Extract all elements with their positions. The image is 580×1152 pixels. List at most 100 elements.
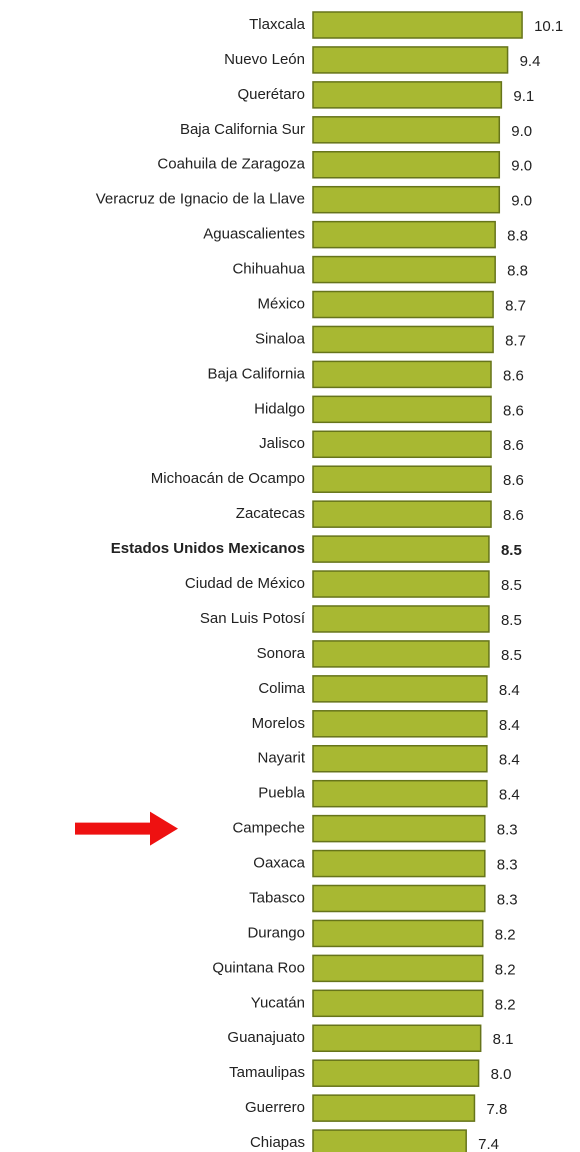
bar <box>312 1024 482 1053</box>
value-label: 9.0 <box>511 158 532 175</box>
category-label: Yucatán <box>251 994 305 1011</box>
category-label: Tabasco <box>249 889 305 906</box>
value-label: 10.1 <box>534 18 563 35</box>
bar <box>312 255 496 284</box>
value-label: 8.4 <box>499 752 520 769</box>
bar <box>312 919 484 948</box>
bar <box>312 1094 476 1122</box>
value-label: 8.7 <box>505 297 526 314</box>
value-label: 8.0 <box>491 1066 512 1083</box>
value-label: 9.0 <box>511 193 532 210</box>
value-label: 8.4 <box>499 682 520 699</box>
category-label: Hidalgo <box>254 400 305 417</box>
value-label: 9.0 <box>511 123 532 140</box>
category-label: Guerrero <box>245 1099 305 1116</box>
bar <box>312 849 486 878</box>
bar <box>312 1129 467 1152</box>
value-label: 9.4 <box>520 53 541 70</box>
category-label: Colima <box>258 680 305 697</box>
value-label: 7.4 <box>478 1136 499 1152</box>
value-label: 8.5 <box>501 647 522 664</box>
bar <box>312 954 484 983</box>
category-label: Zacatecas <box>236 505 305 522</box>
category-label: Puebla <box>258 785 305 802</box>
value-label: 8.2 <box>495 926 516 943</box>
bar <box>312 640 490 668</box>
category-label: Nuevo León <box>224 51 305 68</box>
category-label: Jalisco <box>259 435 305 452</box>
bar <box>312 430 492 459</box>
value-label: 9.1 <box>513 88 534 105</box>
bar <box>312 220 496 249</box>
category-label: Nayarit <box>257 750 305 767</box>
bar <box>312 989 484 1018</box>
value-label: 8.6 <box>503 367 524 384</box>
arrow-shaft <box>75 822 153 835</box>
value-label: 8.3 <box>497 822 518 839</box>
value-label: 8.6 <box>503 437 524 454</box>
bar <box>312 116 501 144</box>
value-label: 8.1 <box>493 1031 514 1048</box>
bar <box>312 814 486 843</box>
bar <box>312 675 488 703</box>
bar <box>312 151 501 179</box>
category-label: Quintana Roo <box>212 959 305 976</box>
category-label: Campeche <box>232 820 305 837</box>
category-label: San Luis Potosí <box>200 610 306 627</box>
value-label: 8.4 <box>499 787 520 804</box>
bar <box>312 360 492 389</box>
value-label: 8.8 <box>507 228 528 245</box>
category-label: Tlaxcala <box>249 16 306 33</box>
category-label: Sonora <box>257 645 306 662</box>
category-label: Veracruz de Ignacio de la Llave <box>96 191 305 208</box>
bar <box>312 884 486 913</box>
bar <box>312 605 490 633</box>
value-label: 8.2 <box>495 961 516 978</box>
bar <box>312 779 488 808</box>
value-label: 8.4 <box>499 717 520 734</box>
bar <box>312 325 494 354</box>
category-label: Estados Unidos Mexicanos <box>111 540 305 557</box>
value-label: 7.8 <box>486 1101 507 1118</box>
bar <box>312 185 501 214</box>
value-label: 8.6 <box>503 507 524 524</box>
bar <box>312 11 523 39</box>
value-label: 8.3 <box>497 857 518 874</box>
bar <box>312 395 492 424</box>
category-label: Chihuahua <box>232 261 305 278</box>
bar <box>312 46 509 74</box>
value-label: 8.6 <box>503 472 524 489</box>
value-label: 8.5 <box>501 542 522 559</box>
bar <box>312 500 492 528</box>
value-label: 8.3 <box>497 891 518 908</box>
category-label: Baja California <box>207 365 305 382</box>
bar <box>312 535 490 563</box>
value-label: 8.7 <box>505 332 526 349</box>
category-label: Tamaulipas <box>229 1064 305 1081</box>
category-label: Durango <box>247 924 305 941</box>
value-label: 8.8 <box>507 263 528 280</box>
category-label: México <box>257 295 305 312</box>
bar <box>312 290 494 319</box>
category-label: Michoacán de Ocampo <box>151 470 305 487</box>
category-label: Ciudad de México <box>185 575 305 592</box>
bar <box>312 570 490 598</box>
category-label: Sinaloa <box>255 330 306 347</box>
bar <box>312 465 492 493</box>
value-label: 8.2 <box>495 996 516 1013</box>
category-label: Coahuila de Zaragoza <box>157 156 305 173</box>
category-label: Aguascalientes <box>203 226 305 243</box>
value-label: 8.6 <box>503 402 524 419</box>
bar <box>312 1059 480 1087</box>
category-label: Querétaro <box>237 86 305 103</box>
value-label: 8.5 <box>501 612 522 629</box>
bar <box>312 710 488 738</box>
value-label: 8.5 <box>501 577 522 594</box>
category-label: Morelos <box>252 715 305 732</box>
category-label: Baja California Sur <box>180 121 305 138</box>
bar <box>312 81 503 109</box>
category-label: Chiapas <box>250 1134 305 1151</box>
category-label: Oaxaca <box>253 855 305 872</box>
arrow-head <box>150 811 178 846</box>
